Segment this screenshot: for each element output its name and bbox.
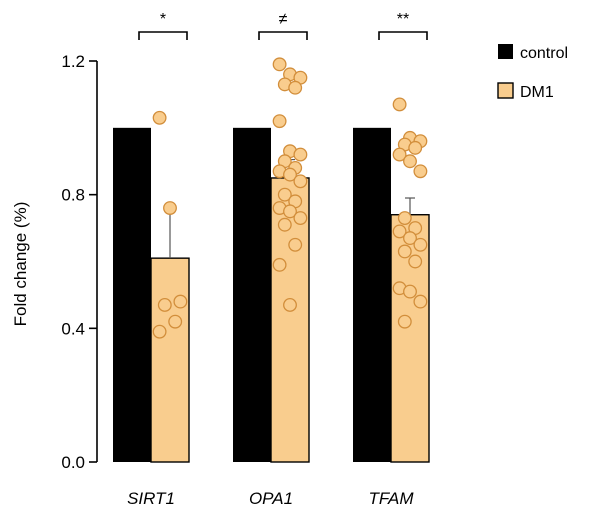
- data-point: [283, 204, 297, 219]
- significance-bracket: [138, 31, 188, 40]
- y-axis-label: Fold change (%): [11, 202, 30, 327]
- data-point: [413, 294, 428, 309]
- bar-dm1-tfam: [390, 214, 430, 463]
- data-point: [403, 284, 417, 299]
- data-point: [163, 201, 177, 215]
- data-point: [413, 237, 428, 252]
- category-label-tfam: TFAM: [368, 489, 414, 508]
- y-tick-label: 0.4: [61, 319, 85, 338]
- category-label-sirt1: SIRT1: [127, 489, 175, 508]
- data-point: [277, 187, 292, 202]
- data-point: [397, 244, 412, 259]
- data-point: [403, 231, 417, 246]
- data-point: [152, 324, 167, 339]
- legend-label-dm1: DM1: [520, 84, 554, 101]
- y-tick-label: 0.8: [61, 186, 85, 205]
- data-point: [397, 211, 412, 226]
- data-point: [152, 110, 167, 125]
- data-point: [392, 147, 407, 162]
- data-point-layer: [152, 57, 428, 339]
- data-point: [288, 237, 303, 252]
- significance-marker: ≠: [279, 11, 288, 28]
- legend-swatch-control: [498, 44, 513, 59]
- data-point: [157, 297, 172, 312]
- data-point: [408, 140, 423, 155]
- data-point: [413, 164, 428, 179]
- y-axis-layer: 0.0 0.4 0.8 1.2: [61, 52, 98, 472]
- data-point: [272, 57, 287, 72]
- significance-layer: * ≠ **: [138, 11, 428, 40]
- data-point: [293, 174, 308, 189]
- data-point: [392, 97, 407, 112]
- bar-control-sirt1: [113, 127, 151, 462]
- data-point: [283, 297, 297, 312]
- significance-bracket: [258, 31, 308, 40]
- significance-marker: **: [397, 11, 409, 28]
- bar-control-opa1: [233, 127, 271, 462]
- bar-layer: [113, 127, 430, 463]
- data-point: [272, 114, 287, 129]
- data-point: [408, 254, 423, 269]
- data-point: [277, 217, 292, 232]
- significance-bracket: [378, 31, 428, 40]
- bar-control-tfam: [353, 127, 391, 462]
- significance-marker: *: [160, 11, 166, 28]
- data-point: [293, 211, 308, 226]
- legend-label-control: control: [520, 45, 568, 62]
- data-point: [397, 314, 412, 329]
- category-label-layer: SIRT1 OPA1 TFAM: [127, 489, 414, 508]
- bar-dm1-sirt1: [150, 257, 190, 463]
- y-tick-label: 0.0: [61, 453, 85, 472]
- data-point: [403, 154, 417, 169]
- y-tick-label: 1.2: [61, 52, 85, 71]
- data-point: [168, 314, 183, 329]
- category-label-opa1: OPA1: [249, 489, 293, 508]
- legend: control DM1: [497, 44, 568, 101]
- data-point: [283, 167, 297, 182]
- data-point: [173, 294, 188, 309]
- data-point: [272, 257, 287, 272]
- data-point: [288, 80, 303, 95]
- data-point: [392, 224, 407, 239]
- legend-swatch-dm1: [497, 82, 514, 99]
- data-point: [293, 147, 308, 162]
